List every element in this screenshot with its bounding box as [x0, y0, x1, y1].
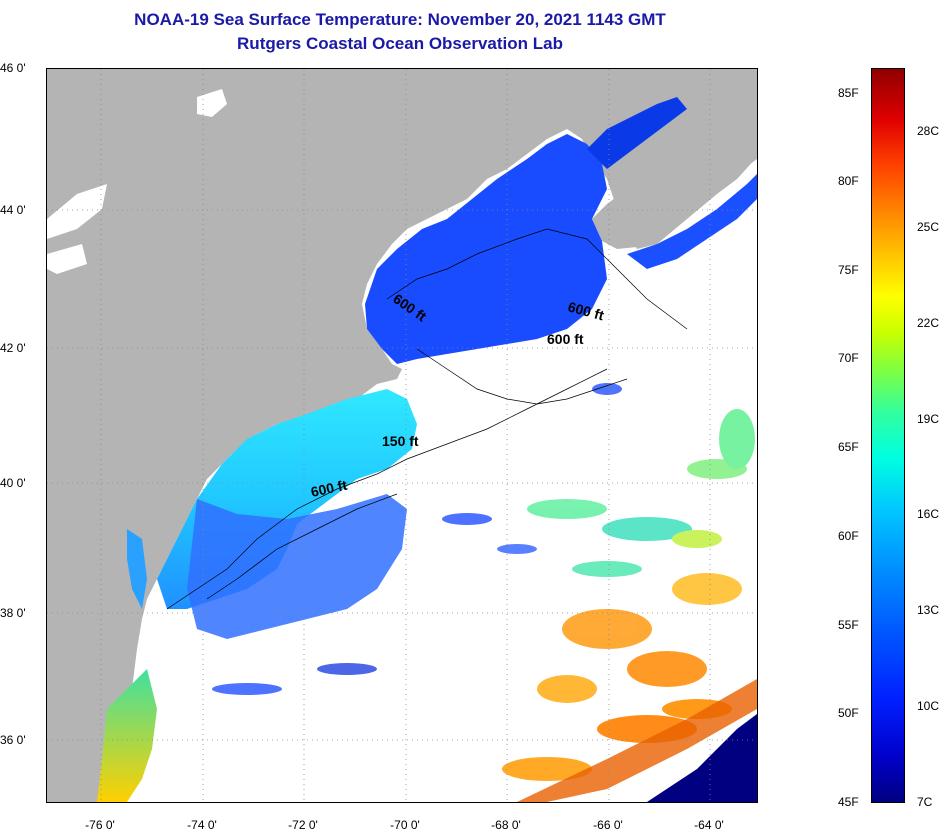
- colorbar-label-f: 70F: [838, 351, 859, 365]
- colorbar-label-c: 28C: [917, 124, 940, 138]
- contour-label-150ft: 150 ft: [382, 433, 419, 449]
- colorbar-label-c: 10C: [917, 699, 940, 713]
- southern-shelf-sst: [97, 669, 157, 802]
- lake: [47, 244, 87, 274]
- graticule: [47, 69, 757, 802]
- colorbar-label-f: 50F: [838, 706, 859, 720]
- mid-water-patches: [527, 409, 755, 577]
- lon-label-64: -64 0': [694, 818, 724, 832]
- contour-label-600ft: 600 ft: [547, 331, 584, 347]
- lat-label-42: 42 0': [0, 341, 26, 355]
- gulf-of-maine-sst: [365, 134, 607, 364]
- cool-water-patches: [212, 383, 622, 695]
- lat-label-44: 44 0': [0, 203, 26, 217]
- land-mass: [47, 69, 757, 802]
- map-title: NOAA-19 Sea Surface Temperature: Novembe…: [134, 10, 666, 29]
- bathymetry-contours: [166, 228, 688, 610]
- colorbar-label-c: 7C: [917, 795, 933, 809]
- lat-label-40: 40 0': [0, 476, 26, 490]
- lat-label-36: 36 0': [0, 733, 26, 747]
- offshore-shelf-sst: [187, 494, 407, 639]
- colorbar-label-f: 80F: [838, 174, 859, 188]
- colorbar-label-c: 22C: [917, 316, 940, 330]
- nova-scotia-land: [592, 109, 757, 249]
- lon-label-74: -74 0': [187, 818, 217, 832]
- colorbar-label-c: 19C: [917, 412, 940, 426]
- colorbar-label-f: 45F: [838, 795, 859, 809]
- colorbar-label-c: 25C: [917, 220, 940, 234]
- southeast-corner-sst: [647, 714, 757, 802]
- lon-label-66: -66 0': [593, 818, 623, 832]
- sst-map[interactable]: 600 ft 600 ft 600 ft 150 ft 600 ft: [46, 68, 758, 803]
- colorbar-label-f: 75F: [838, 263, 859, 277]
- chesapeake-sst: [127, 529, 147, 609]
- colorbar-label-f: 55F: [838, 618, 859, 632]
- lake: [47, 184, 107, 239]
- lon-label-68: -68 0': [491, 818, 521, 832]
- colorbar-label-f: 60F: [838, 529, 859, 543]
- lake: [197, 89, 227, 117]
- colorbar-label-c: 16C: [917, 507, 940, 521]
- lon-label-70: -70 0': [390, 818, 420, 832]
- lon-label-76: -76 0': [85, 818, 115, 832]
- map-subtitle: Rutgers Coastal Ocean Observation Lab: [237, 34, 563, 53]
- scotian-shelf-sst: [627, 174, 757, 269]
- warm-water-patches: [502, 573, 742, 781]
- lon-label-72: -72 0': [288, 818, 318, 832]
- sst-map-canvas: 600 ft 600 ft 600 ft 150 ft 600 ft: [47, 69, 757, 802]
- colorbar-label-f: 65F: [838, 440, 859, 454]
- colorbar-label-c: 13C: [917, 603, 940, 617]
- lat-label-46: 46 0': [0, 61, 26, 75]
- temperature-colorbar: [871, 68, 905, 803]
- contour-label-600ft: 600 ft: [309, 477, 348, 500]
- lat-label-38: 38 0': [0, 606, 26, 620]
- colorbar-label-f: 85F: [838, 86, 859, 100]
- bay-of-fundy-sst: [587, 97, 687, 169]
